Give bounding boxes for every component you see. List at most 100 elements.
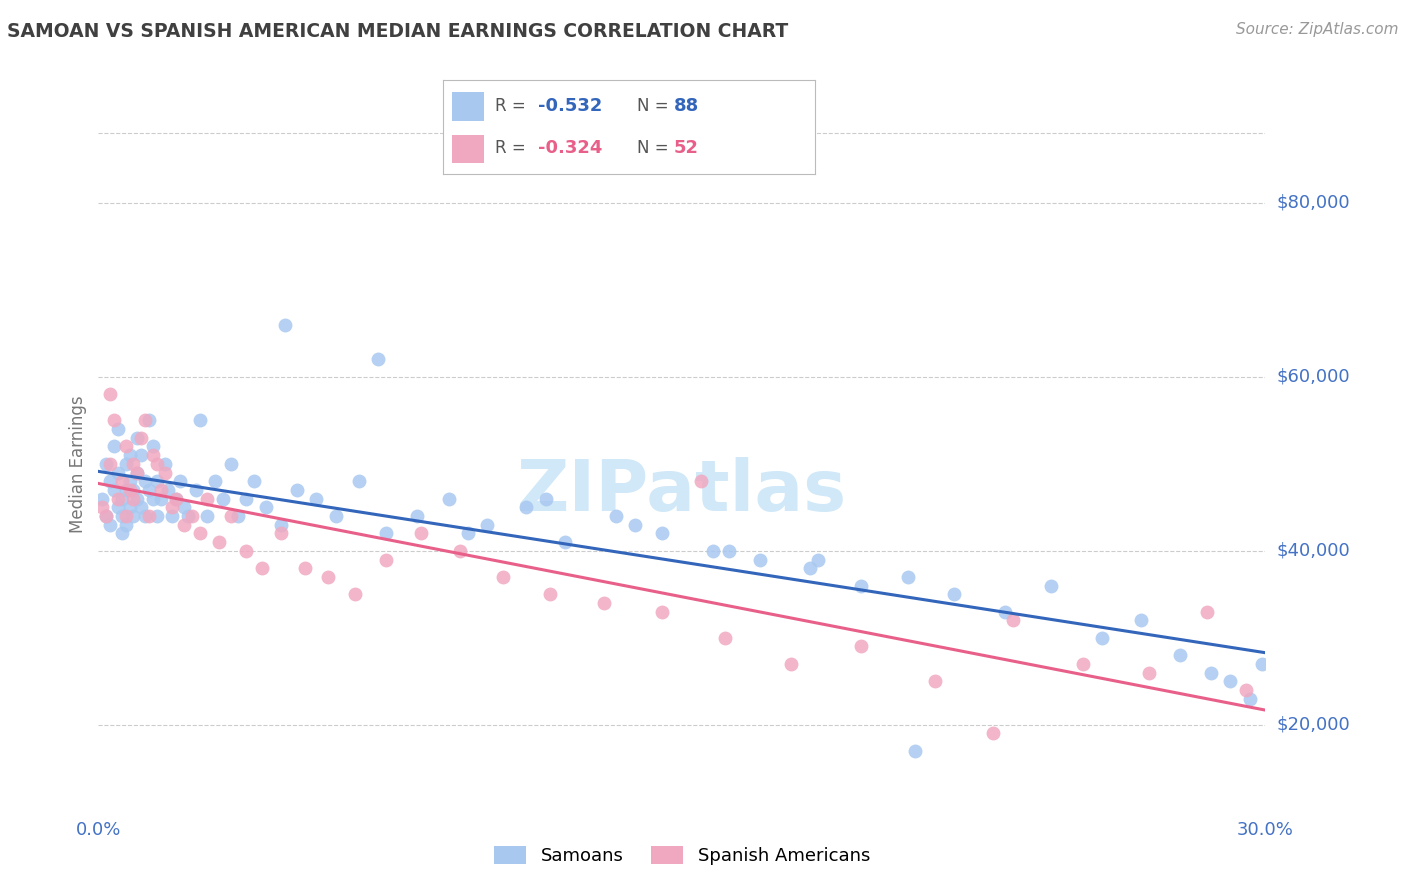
Point [554, 535, 576, 549]
Text: -0.532: -0.532 [538, 96, 602, 114]
Point [118, 448, 141, 462]
Point [1234, 683, 1257, 698]
Point [270, 517, 292, 532]
Point [285, 483, 308, 497]
Point [107, 422, 129, 436]
Point [651, 605, 673, 619]
Point [344, 587, 367, 601]
Point [690, 475, 713, 489]
Text: -0.324: -0.324 [538, 139, 602, 157]
Bar [453, 93, 484, 120]
Point [91, 491, 114, 506]
Point [157, 483, 180, 497]
Point [153, 466, 176, 480]
Point [1168, 648, 1191, 662]
Point [235, 491, 257, 506]
Point [146, 475, 169, 489]
Text: 52: 52 [673, 139, 699, 157]
Text: SAMOAN VS SPANISH AMERICAN MEDIAN EARNINGS CORRELATION CHART: SAMOAN VS SPANISH AMERICAN MEDIAN EARNIN… [7, 22, 789, 41]
Point [118, 475, 141, 489]
Point [294, 561, 316, 575]
Point [624, 517, 647, 532]
Point [1040, 579, 1063, 593]
Point [114, 508, 136, 523]
Point [114, 483, 136, 497]
Point [142, 491, 165, 506]
Text: 88: 88 [673, 96, 699, 114]
Point [943, 587, 966, 601]
Point [103, 440, 125, 454]
Point [1091, 631, 1114, 645]
Point [111, 526, 134, 541]
Legend: Samoans, Spanish Americans: Samoans, Spanish Americans [486, 839, 877, 872]
Point [605, 508, 627, 523]
Point [122, 491, 145, 506]
Point [235, 543, 257, 558]
Point [127, 431, 149, 445]
Point [129, 431, 152, 445]
Point [799, 561, 821, 575]
Point [107, 491, 129, 506]
Point [270, 526, 292, 541]
Point [375, 552, 398, 566]
Text: N =: N = [637, 96, 673, 114]
Point [138, 508, 160, 523]
Point [849, 640, 872, 654]
Point [195, 508, 218, 523]
Point [134, 508, 156, 523]
Point [138, 483, 160, 497]
Point [1250, 657, 1272, 671]
Point [127, 466, 149, 480]
Point [173, 500, 195, 515]
Point [98, 457, 121, 471]
Text: ZIPatlas: ZIPatlas [517, 458, 846, 526]
Point [347, 475, 370, 489]
Point [651, 526, 673, 541]
Bar [453, 135, 484, 162]
Point [449, 543, 471, 558]
Point [702, 543, 724, 558]
Point [118, 483, 141, 497]
Point [243, 475, 266, 489]
Point [1001, 614, 1024, 628]
Point [717, 543, 740, 558]
Point [162, 500, 184, 515]
Point [411, 526, 433, 541]
Point [534, 491, 557, 506]
Point [173, 517, 195, 532]
Point [1239, 691, 1261, 706]
Point [515, 500, 537, 515]
Point [111, 475, 134, 489]
Point [146, 508, 169, 523]
Point [994, 605, 1017, 619]
Point [122, 508, 145, 523]
Point [195, 491, 218, 506]
Point [406, 508, 429, 523]
Point [219, 457, 242, 471]
Point [274, 318, 297, 332]
Point [114, 440, 136, 454]
Y-axis label: Median Earnings: Median Earnings [69, 395, 87, 533]
Point [188, 413, 211, 427]
Text: $20,000: $20,000 [1277, 715, 1350, 734]
Point [492, 570, 515, 584]
Text: R =: R = [495, 139, 531, 157]
Point [165, 491, 187, 506]
Point [1137, 665, 1160, 680]
Point [250, 561, 273, 575]
Point [111, 508, 134, 523]
Point [184, 483, 207, 497]
Point [129, 500, 152, 515]
Text: $60,000: $60,000 [1277, 368, 1350, 386]
Point [146, 457, 169, 471]
Point [103, 413, 125, 427]
Point [96, 457, 118, 471]
Point [713, 631, 735, 645]
Point [111, 491, 134, 506]
Point [457, 526, 479, 541]
Point [149, 491, 172, 506]
Point [924, 674, 946, 689]
Point [367, 352, 389, 367]
Text: $40,000: $40,000 [1277, 541, 1350, 560]
Point [114, 457, 136, 471]
